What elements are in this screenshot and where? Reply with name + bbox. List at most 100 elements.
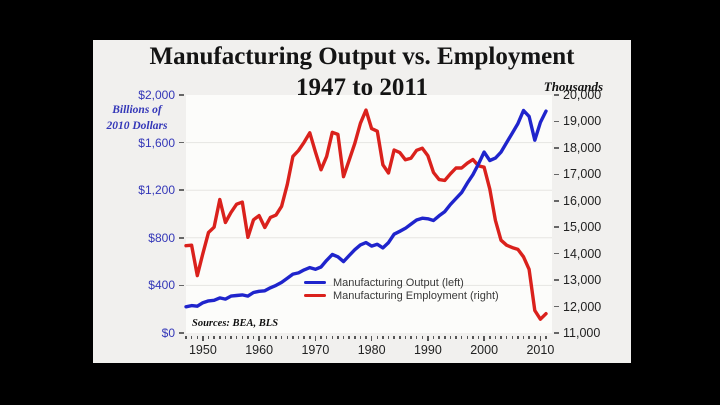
x-axis-tick xyxy=(415,336,418,339)
x-axis-tick xyxy=(213,336,215,339)
right-axis-tick: 19,000 xyxy=(554,114,601,128)
right-axis-tick: 14,000 xyxy=(554,247,601,261)
left-axis-tick-label: $400 xyxy=(148,278,175,293)
x-axis-tick xyxy=(522,336,525,339)
right-axis-tick-label: 13,000 xyxy=(563,273,602,288)
x-axis-tick xyxy=(190,336,193,339)
right-axis-tick-label: 15,000 xyxy=(563,220,602,235)
right-axis-tick: 17,000 xyxy=(554,167,601,181)
x-axis-tick xyxy=(202,336,204,341)
left-axis-title: Billions of 2010 Dollars xyxy=(95,103,179,134)
left-axis-tick-label: $800 xyxy=(148,230,175,245)
right-axis-title: Thousands xyxy=(543,79,603,94)
x-axis-tick xyxy=(421,336,423,339)
x-axis-tick xyxy=(185,336,187,339)
x-axis-tick xyxy=(466,336,468,339)
left-axis-tick-mark xyxy=(179,284,184,287)
legend-label-output: Manufacturing Output (left) xyxy=(333,276,464,289)
x-axis-tick xyxy=(399,336,401,339)
x-axis-tick xyxy=(505,336,508,339)
sources-note: Sources: BEA, BLS xyxy=(192,318,279,329)
x-axis-tick xyxy=(545,336,547,339)
x-axis-tick xyxy=(342,336,345,339)
right-axis-tick: 13,000 xyxy=(554,273,601,287)
x-axis-decade-label: 2010 xyxy=(526,343,555,357)
x-axis-tick xyxy=(252,336,255,339)
x-axis-tick xyxy=(528,336,530,339)
left-axis-tick-mark xyxy=(179,189,184,191)
right-axis-tick: 15,000 xyxy=(554,220,601,234)
x-axis-tick xyxy=(427,336,429,341)
x-axis-tick xyxy=(376,336,378,339)
left-axis-title-line1: Billions of xyxy=(112,104,162,116)
x-axis-tick xyxy=(517,336,519,339)
x-axis-tick xyxy=(235,336,238,339)
legend-item-output: Manufacturing Output (left) xyxy=(304,276,499,289)
x-axis-tick xyxy=(455,336,457,339)
x-axis-tick xyxy=(314,336,317,341)
x-axis-tick xyxy=(241,336,243,339)
right-axis-tick-mark xyxy=(554,94,559,96)
x-axis-tick xyxy=(303,336,305,339)
right-axis-tick-label: 20,000 xyxy=(563,88,602,102)
x-axis-tick xyxy=(382,336,384,339)
left-axis-tick: $1,600 xyxy=(93,136,184,150)
left-axis-tick-label: $0 xyxy=(161,326,175,340)
x-axis-decade-label: 2000 xyxy=(470,343,499,357)
x-axis-tick xyxy=(365,336,367,339)
x-axis-tick xyxy=(438,336,440,339)
x-axis-tick xyxy=(494,336,497,339)
x-axis-tick xyxy=(354,336,356,339)
right-axis-tick-label: 12,000 xyxy=(563,299,602,314)
x-axis-tick xyxy=(432,336,435,339)
x-axis-tick xyxy=(264,336,266,339)
left-axis-tick: $2,000 xyxy=(93,88,184,102)
x-axis-decade-label: 1990 xyxy=(413,343,442,357)
right-axis-tick-label: 14,000 xyxy=(563,246,602,261)
x-axis-tick xyxy=(275,336,277,339)
x-axis-tick xyxy=(247,336,249,339)
left-axis-tick-label: $1,600 xyxy=(138,135,175,150)
right-axis-tick-mark xyxy=(554,200,559,202)
left-axis-title-line2: 2010 Dollars xyxy=(106,119,168,132)
chart-title: Manufacturing Output vs. Employment xyxy=(149,43,575,70)
x-axis-tick xyxy=(444,336,446,339)
left-axis-tick-mark xyxy=(179,237,184,239)
right-axis-tick-mark xyxy=(554,173,559,176)
x-axis-tick xyxy=(280,336,283,339)
right-axis-tick-mark xyxy=(554,252,559,255)
left-axis-tick: $1,200 xyxy=(93,183,184,197)
right-axis-tick-mark xyxy=(554,279,559,281)
x-axis-tick xyxy=(410,336,412,339)
x-axis-tick xyxy=(477,336,480,339)
x-axis-tick xyxy=(359,336,362,339)
right-axis-tick-mark xyxy=(554,147,559,149)
x-axis-tick xyxy=(539,336,542,341)
left-axis-tick: $0 xyxy=(93,326,184,340)
x-axis-tick xyxy=(348,336,350,339)
legend: Manufacturing Output (left) Manufacturin… xyxy=(304,276,499,302)
x-axis-tick xyxy=(331,336,333,339)
x-axis-tick xyxy=(534,336,536,339)
chart-panel: Manufacturing Output vs. Employment 1947… xyxy=(93,40,631,363)
x-axis-tick xyxy=(370,336,373,341)
x-axis-tick xyxy=(325,336,328,339)
legend-label-employment: Manufacturing Employment (right) xyxy=(333,289,499,302)
x-axis-tick xyxy=(460,336,463,339)
right-axis-tick: 11,000 xyxy=(554,326,600,340)
x-axis-tick xyxy=(219,336,221,339)
x-axis-tick xyxy=(393,336,395,339)
right-axis-tick-label: 19,000 xyxy=(563,114,602,129)
right-axis-tick-mark xyxy=(554,305,559,308)
x-axis-tick xyxy=(286,336,288,339)
right-axis-tick-label: 18,000 xyxy=(563,140,602,155)
right-axis-tick-label: 16,000 xyxy=(563,193,602,208)
x-axis-tick xyxy=(472,336,474,339)
x-axis-tick xyxy=(337,336,339,339)
x-axis-tick xyxy=(309,336,311,339)
x-axis-tick xyxy=(511,336,513,339)
right-axis-tick-label: 17,000 xyxy=(563,167,602,182)
x-axis-decade-label: 1950 xyxy=(188,343,217,357)
right-axis-tick-label: 11,000 xyxy=(563,326,601,340)
x-axis-tick xyxy=(404,336,407,339)
